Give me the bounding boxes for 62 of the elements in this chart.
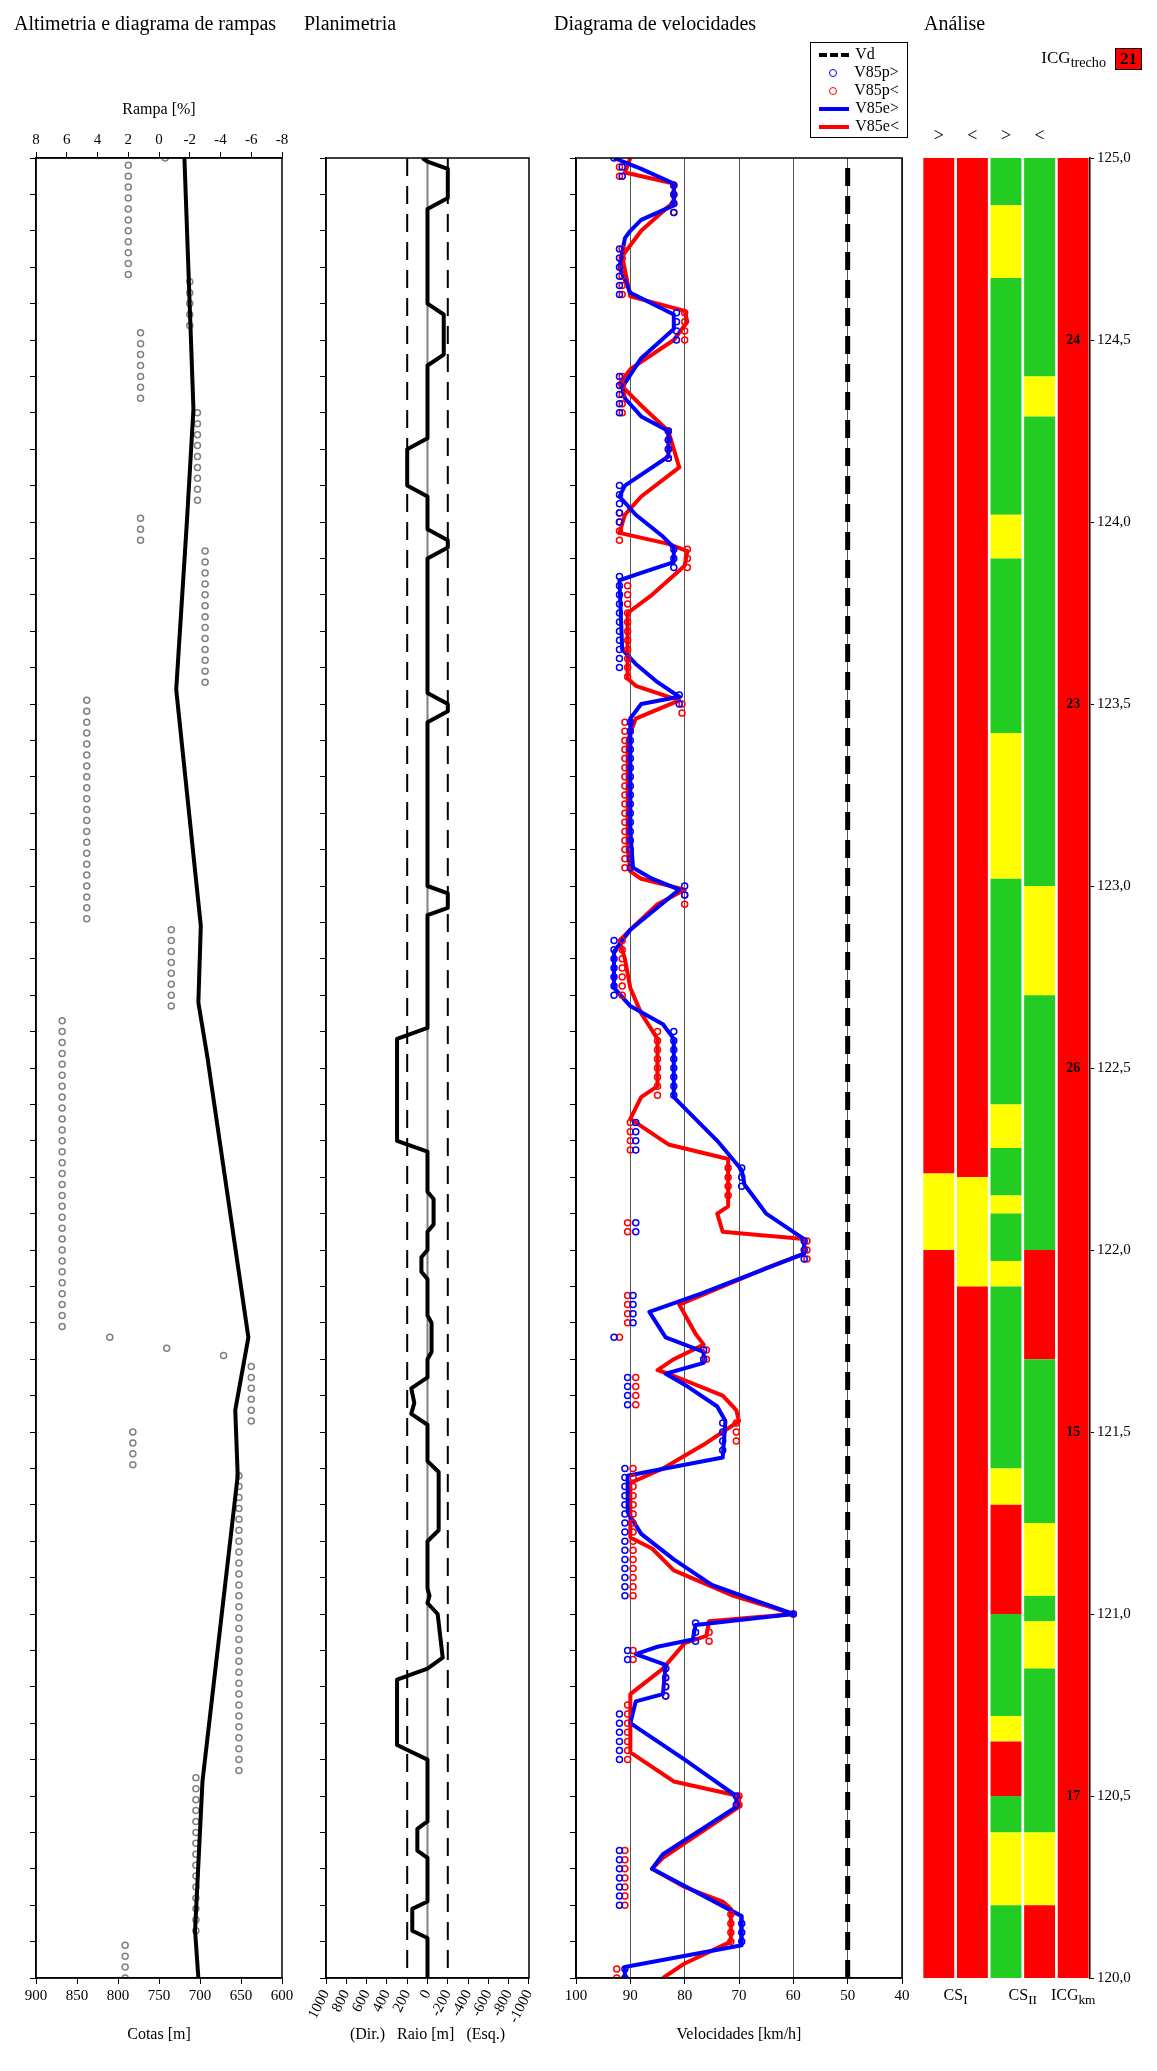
annotation: 26 [1065,1059,1082,1077]
y-tick-label: 122,5 [1097,1058,1131,1075]
x-tick-label: 750 [147,1986,171,2003]
legend-label: V85e< [854,117,899,135]
x-tick-label: 100 [564,1986,588,2003]
x2-tick-label: 4 [93,130,102,147]
text: CS$_{I}$ [942,1986,969,2009]
x-tick-label: 0 [416,1986,434,2001]
x-axis-title: Velocidades [km/h] [676,2024,802,2042]
y-tick-label: 123,5 [1097,694,1131,711]
x-tick-label: 600 [270,1986,294,2003]
y-tick-label: 121,0 [1097,1604,1131,1621]
x-tick-label: 700 [188,1986,212,2003]
x2-tick-label: 8 [32,130,40,147]
x2-tick-label: 6 [63,130,71,147]
y-tick-label: 124,5 [1097,330,1131,347]
x-tick-label: 60 [785,1986,801,2003]
x-tick-label: 90 [622,1986,638,2003]
legend-label: V85p< [853,81,899,99]
x-tick-label: < [967,124,978,145]
x-tick-label: 850 [65,1986,89,2003]
annotation: 15 [1065,1423,1082,1441]
x-tick-label: < [1034,124,1045,145]
x-tick-label: 650 [229,1986,253,2003]
annotation: 24 [1065,331,1082,349]
x-axis-title: Cotas [m] [127,2024,191,2042]
legend-label: Vd [854,45,876,63]
x-tick-label: 800 [106,1986,130,2003]
text: CS$_{II}$ [1007,1986,1039,2009]
x-tick-label: > [933,124,944,145]
chart-title: Altimetria e diagrama de rampas [14,12,278,34]
x-axis-title: (Dir.) Raio [m] (Esq.) [349,2024,506,2043]
x-tick-label: > [1000,124,1012,145]
x-tick-label: 200 [388,1986,414,2015]
chart-title: Diagrama de velocidades [554,12,758,34]
x2-tick-label: -2 [183,130,196,147]
x2-axis-title: Rampa [%] [122,99,196,118]
x2-tick-label: 2 [124,130,132,147]
y-tick-label: 123,0 [1097,876,1131,893]
annotation: 17 [1065,1787,1082,1805]
y-tick-label: 120,5 [1097,1786,1131,1803]
x2-tick-label: -6 [245,130,258,147]
legend-label: V85p> [853,63,899,81]
x-tick-label: 50 [840,1986,856,2003]
legend-label: V85e> [854,99,899,117]
x-tick-label: 70 [731,1986,747,2003]
x2-tick-label: -4 [214,130,228,147]
y-tick-label: 120,0 [1097,1968,1131,1985]
text: ICG$_{km}$ [1049,1986,1097,2009]
annotation: 23 [1065,695,1082,713]
text: ICG$_{trecho}$ [1041,48,1106,72]
x2-tick-label: -8 [275,130,289,147]
y-tick-label: 121,5 [1097,1422,1131,1439]
x-tick-label: 40 [894,1986,910,2003]
x-tick-label: 80 [677,1986,693,2003]
chart-title: Planimetria [304,12,398,34]
y-tick-label: 122,0 [1097,1240,1131,1257]
text: 21 [1115,48,1142,70]
y-tick-label: 124,0 [1097,512,1131,529]
x-tick-label: 900 [24,1986,48,2003]
chart-title: Análise [924,12,987,34]
y-tick-label: 125,0 [1097,148,1131,165]
